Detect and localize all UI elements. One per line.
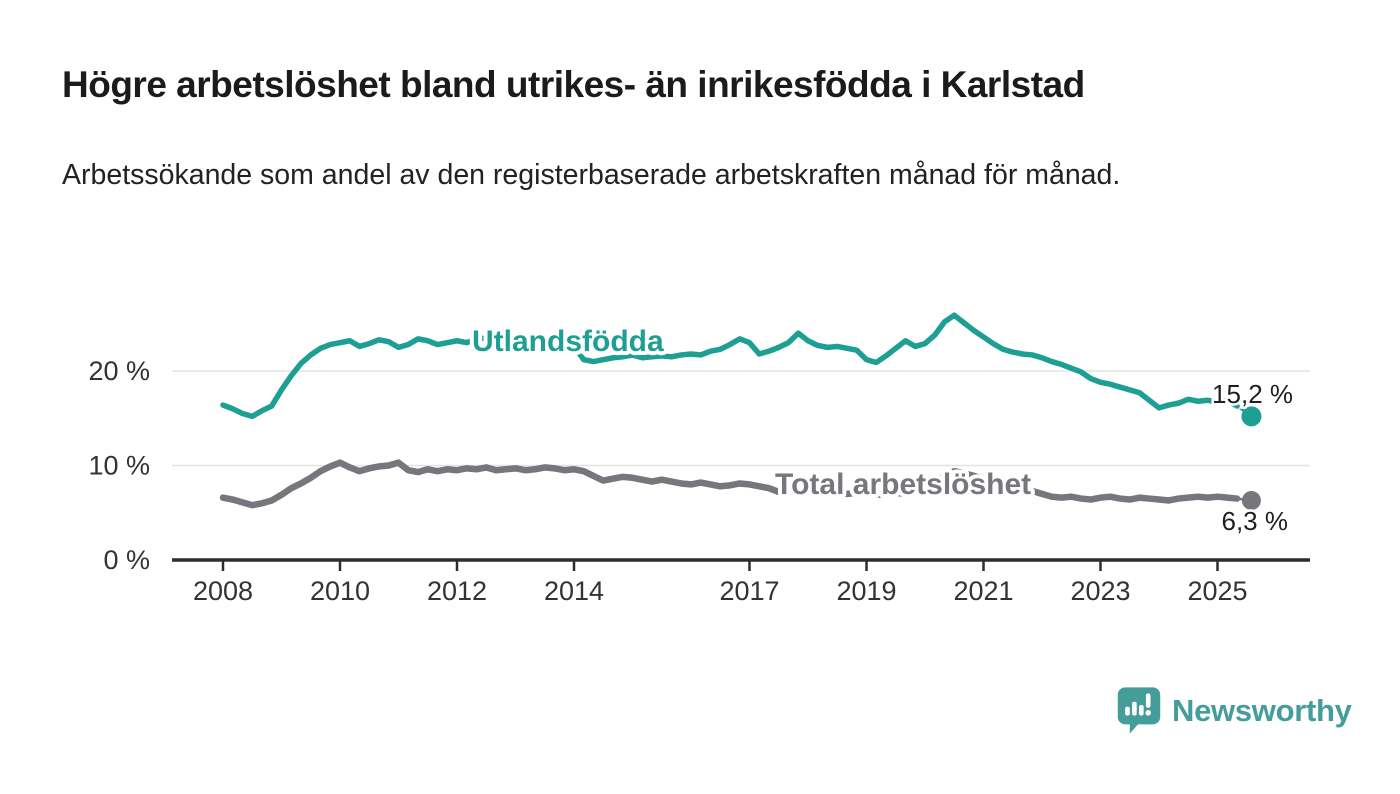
x-axis-tick-label: 2008 [193, 576, 253, 606]
x-axis-tick-label: 2025 [1187, 576, 1247, 606]
series-label-utlandsfodda: Utlandsfödda [472, 325, 664, 358]
series-end-dot-total-arbetsloshet [1241, 490, 1261, 510]
y-axis-tick-label: 10 % [88, 451, 150, 481]
x-axis-tick-label: 2023 [1070, 576, 1130, 606]
series-end-value-total-arbetsloshet: 6,3 % [1222, 506, 1289, 536]
x-axis-tick-label: 2014 [544, 576, 604, 606]
y-axis-tick-label: 20 % [88, 356, 150, 386]
series-label-total-arbetsloshet: Total arbetslöshet [775, 468, 1031, 501]
brand-footer: Newsworthy [1115, 684, 1352, 737]
x-axis-tick-label: 2021 [953, 576, 1013, 606]
x-axis-tick-label: 2019 [836, 576, 896, 606]
series-line-utlandsfodda [220, 312, 1240, 420]
newsworthy-logo-icon [1117, 687, 1161, 734]
x-axis-tick-label: 2012 [427, 576, 487, 606]
x-axis-tick-label: 2017 [719, 576, 779, 606]
chart-title: Högre arbetslöshet bland utrikes- än inr… [62, 64, 1085, 105]
chart-subtitle: Arbetssökande som andel av den registerb… [62, 159, 1121, 191]
series-line-total-arbetsloshet [219, 459, 1241, 509]
x-axis-tick-label: 2010 [310, 576, 370, 606]
brand-name: Newsworthy [1172, 693, 1352, 728]
series-end-dot-utlandsfodda [1241, 406, 1262, 427]
y-axis-tick-label: 0 % [103, 545, 150, 575]
series-end-value-utlandsfodda: 15,2 % [1212, 379, 1293, 409]
